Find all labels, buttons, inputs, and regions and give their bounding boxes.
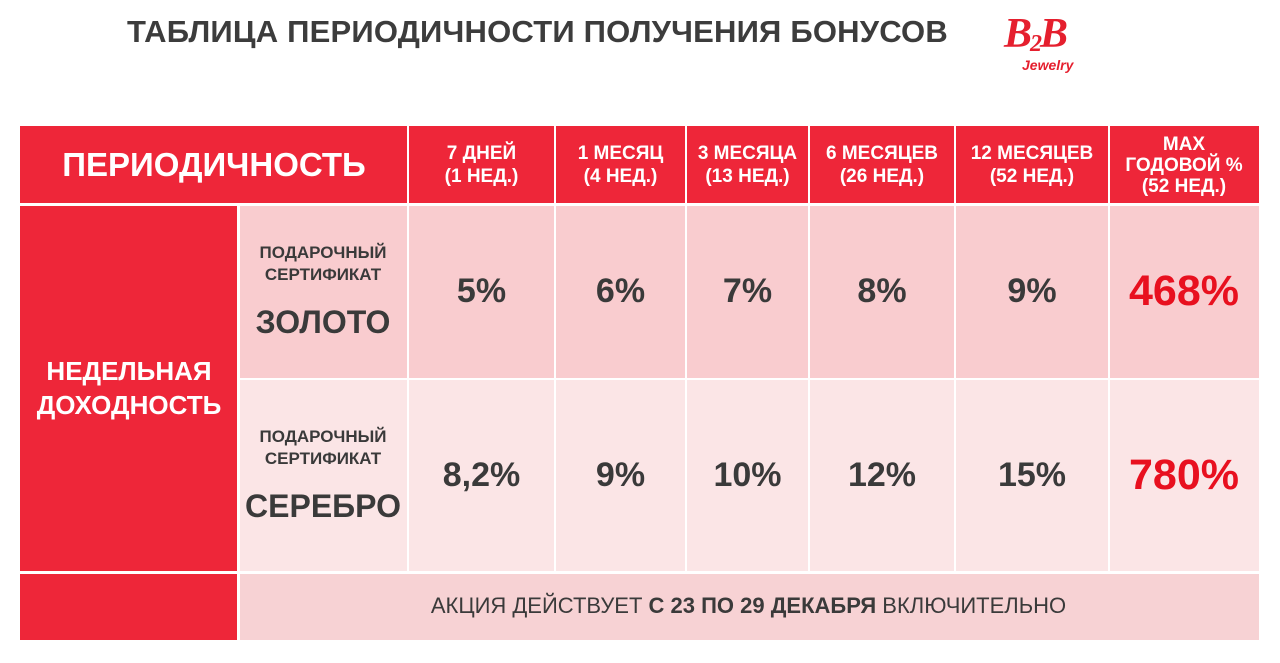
promo-dates: С 23 ПО 29 ДЕКАБРЯ bbox=[648, 593, 877, 618]
header-col-line2: (26 НЕД.) bbox=[839, 166, 925, 187]
header-col-line2: (52 НЕД.) bbox=[989, 166, 1075, 187]
header-col-line3: (52 НЕД.) bbox=[1141, 175, 1227, 197]
promo-text-part1: АКЦИЯ ДЕЙСТВУЕТ bbox=[430, 593, 649, 618]
cert-label-line2: СЕРТИФИКАТ bbox=[264, 449, 382, 468]
header-col-1-month: 1 МЕСЯЦ (4 НЕД.) bbox=[555, 126, 686, 204]
header-col-line2: ГОДОВОЙ % bbox=[1125, 154, 1243, 176]
header-col-line2: (4 НЕД.) bbox=[583, 166, 658, 187]
header-col-12-months: 12 МЕСЯЦЕВ (52 НЕД.) bbox=[955, 126, 1109, 204]
header-col-6-months: 6 МЕСЯЦЕВ (26 НЕД.) bbox=[809, 126, 955, 204]
footer-left-red-block bbox=[20, 572, 238, 640]
header-col-line1: MAX bbox=[1162, 133, 1206, 155]
cert-label-line1: ПОДАРОЧНЫЙ bbox=[259, 243, 387, 262]
header-col-7-days: 7 ДНЕЙ (1 НЕД.) bbox=[408, 126, 555, 204]
header-col-line1: 3 МЕСЯЦА bbox=[697, 143, 798, 164]
silver-value-12-months: 15% bbox=[955, 379, 1109, 572]
grid-divider bbox=[808, 126, 810, 572]
header-col-max-annual: MAX ГОДОВОЙ % (52 НЕД.) bbox=[1109, 126, 1259, 204]
grid-divider bbox=[1108, 126, 1110, 572]
grid-divider bbox=[954, 126, 956, 572]
silver-value-6-months: 12% bbox=[809, 379, 955, 572]
gold-certificate-cell: ПОДАРОЧНЫЙ СЕРТИФИКАТ ЗОЛОТО bbox=[238, 204, 408, 379]
cert-label-line1: ПОДАРОЧНЫЙ bbox=[259, 427, 387, 446]
cert-label-line2: СЕРТИФИКАТ bbox=[264, 265, 382, 284]
grid-divider bbox=[685, 126, 687, 572]
grid-divider bbox=[238, 378, 1259, 380]
side-label-line2: ДОХОДНОСТЬ bbox=[36, 390, 222, 420]
side-label-line1: НЕДЕЛЬНАЯ bbox=[46, 356, 212, 386]
header-col-line1: 6 МЕСЯЦЕВ bbox=[826, 143, 938, 164]
page-title: ТАБЛИЦА ПЕРИОДИЧНОСТИ ПОЛУЧЕНИЯ БОНУСОВ bbox=[127, 14, 948, 49]
grid-divider bbox=[20, 571, 1259, 574]
logo-b-left: B bbox=[1004, 11, 1032, 57]
header-periodicity: ПЕРИОДИЧНОСТЬ bbox=[20, 126, 408, 204]
gold-max-annual: 468% bbox=[1109, 204, 1259, 379]
b2b-jewelry-logo: B2B Jewelry bbox=[1004, 10, 1104, 80]
grid-divider bbox=[407, 126, 409, 572]
promo-footer: АКЦИЯ ДЕЙСТВУЕТ С 23 ПО 29 ДЕКАБРЯ ВКЛЮЧ… bbox=[238, 572, 1259, 640]
gold-value-3-months: 7% bbox=[686, 204, 809, 379]
promo-text: АКЦИЯ ДЕЙСТВУЕТ С 23 ПО 29 ДЕКАБРЯ ВКЛЮЧ… bbox=[431, 593, 1066, 619]
logo-mark: B2B bbox=[1004, 10, 1068, 58]
metal-silver-label: СЕРЕБРО bbox=[245, 488, 401, 524]
header-col-line2: (13 НЕД.) bbox=[705, 166, 790, 187]
metal-gold-label: ЗОЛОТО bbox=[255, 304, 391, 340]
header-col-line2: (1 НЕД.) bbox=[444, 166, 519, 187]
header-col-3-months: 3 МЕСЯЦА (13 НЕД.) bbox=[686, 126, 809, 204]
header-col-line1: 12 МЕСЯЦЕВ bbox=[970, 143, 1094, 164]
grid-divider bbox=[237, 204, 240, 640]
gold-value-1-month: 6% bbox=[555, 204, 686, 379]
header-col-line1: 7 ДНЕЙ bbox=[446, 143, 517, 164]
weekly-yield-label: НЕДЕЛЬНАЯ ДОХОДНОСТЬ bbox=[20, 204, 238, 572]
silver-max-annual: 780% bbox=[1109, 379, 1259, 572]
logo-b-right: B bbox=[1040, 11, 1068, 57]
grid-divider bbox=[554, 126, 556, 572]
logo-jewelry-text: Jewelry bbox=[1022, 57, 1074, 73]
promo-text-part3: ВКЛЮЧИТЕЛЬНО bbox=[876, 593, 1067, 618]
gold-value-7-days: 5% bbox=[408, 204, 555, 379]
header-periodicity-label: ПЕРИОДИЧНОСТЬ bbox=[62, 146, 366, 183]
silver-value-1-month: 9% bbox=[555, 379, 686, 572]
logo-two: 2 bbox=[1030, 31, 1042, 57]
gold-value-6-months: 8% bbox=[809, 204, 955, 379]
header-col-line1: 1 МЕСЯЦ bbox=[577, 143, 664, 164]
silver-certificate-cell: ПОДАРОЧНЫЙ СЕРТИФИКАТ СЕРЕБРО bbox=[238, 379, 408, 572]
silver-value-3-months: 10% bbox=[686, 379, 809, 572]
grid-divider bbox=[20, 203, 1259, 206]
gold-value-12-months: 9% bbox=[955, 204, 1109, 379]
silver-value-7-days: 8,2% bbox=[408, 379, 555, 572]
